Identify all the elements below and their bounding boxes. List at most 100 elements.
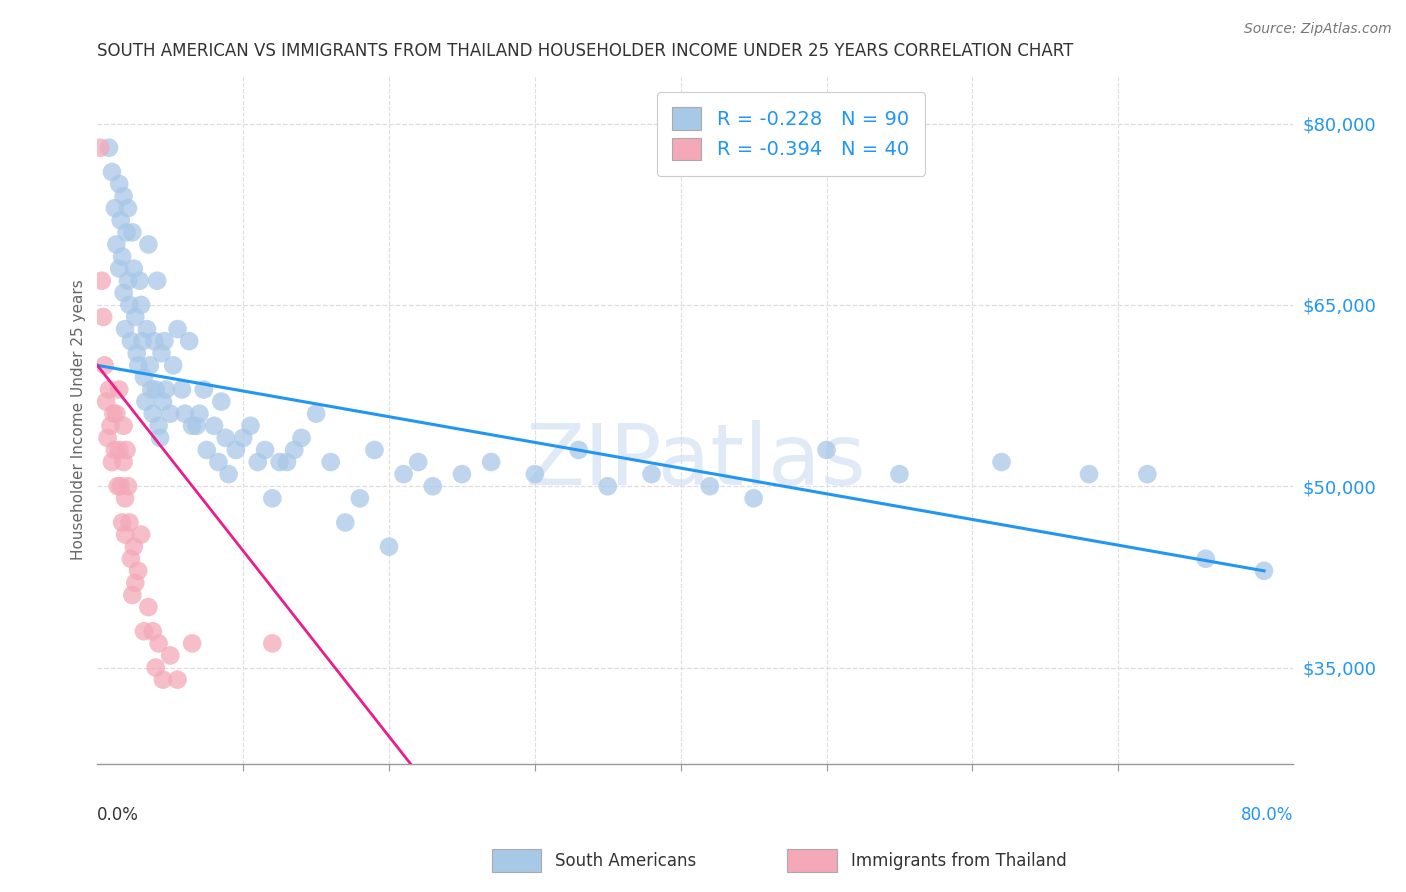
Point [392, 467, 415, 482]
Point [117, 201, 139, 215]
Point [815, 442, 838, 457]
Point [129, 298, 152, 312]
Point [202, 418, 225, 433]
Point [120, 334, 142, 348]
Point [283, 442, 305, 457]
Point [188, 407, 211, 421]
Point [93, 359, 115, 373]
Point [335, 516, 357, 530]
Point [148, 636, 170, 650]
Point [112, 418, 135, 433]
Point [111, 250, 134, 264]
Text: ZIPatlas: ZIPatlas [524, 419, 866, 502]
Point [215, 431, 238, 445]
Text: Source: ZipAtlas.com: Source: ZipAtlas.com [1244, 22, 1392, 37]
Point [181, 418, 204, 433]
Point [225, 442, 247, 457]
Point [108, 177, 131, 191]
Text: South Americans: South Americans [555, 852, 696, 870]
Point [276, 455, 298, 469]
Point [162, 359, 184, 373]
Point [232, 431, 254, 445]
Point [101, 455, 124, 469]
Point [112, 455, 135, 469]
Point [91, 310, 114, 324]
Point [111, 516, 134, 530]
Point [523, 467, 546, 482]
Point [207, 455, 229, 469]
Point [94, 394, 117, 409]
Point [218, 467, 240, 482]
Point [136, 322, 159, 336]
Point [115, 225, 138, 239]
Point [132, 624, 155, 639]
Point [134, 394, 156, 409]
Point [108, 383, 131, 397]
Point [128, 274, 150, 288]
Point [104, 442, 127, 457]
Point [146, 274, 169, 288]
Point [138, 600, 160, 615]
Point [166, 673, 188, 687]
Point [127, 564, 149, 578]
Point [209, 394, 232, 409]
Point [124, 310, 146, 324]
Point [349, 491, 371, 506]
Point [100, 418, 122, 433]
Point [105, 407, 128, 421]
Point [246, 455, 269, 469]
Point [152, 394, 174, 409]
Point [742, 491, 765, 506]
Point [186, 418, 208, 433]
Point [262, 491, 284, 506]
Point [132, 370, 155, 384]
Point [142, 407, 165, 421]
Point [117, 479, 139, 493]
Point [145, 660, 167, 674]
Point [305, 407, 328, 421]
Point [131, 334, 153, 348]
Point [699, 479, 721, 493]
Point [153, 334, 176, 348]
Point [124, 576, 146, 591]
Point [121, 225, 143, 239]
Point [173, 407, 195, 421]
Point [103, 407, 125, 421]
Point [451, 467, 474, 482]
Point [889, 467, 911, 482]
Point [155, 383, 177, 397]
Point [122, 540, 145, 554]
Point [112, 285, 135, 300]
Point [139, 359, 162, 373]
Point [122, 261, 145, 276]
Point [568, 442, 591, 457]
Point [104, 201, 127, 215]
Text: Immigrants from Thailand: Immigrants from Thailand [851, 852, 1066, 870]
Text: SOUTH AMERICAN VS IMMIGRANTS FROM THAILAND HOUSEHOLDER INCOME UNDER 25 YEARS COR: SOUTH AMERICAN VS IMMIGRANTS FROM THAILA… [97, 42, 1074, 60]
Point [141, 383, 163, 397]
Point [150, 346, 173, 360]
Y-axis label: Householder Income Under 25 years: Householder Income Under 25 years [72, 279, 86, 560]
Point [145, 383, 167, 397]
Point [290, 431, 312, 445]
Point [159, 407, 181, 421]
Point [406, 455, 429, 469]
Point [112, 189, 135, 203]
Point [269, 455, 291, 469]
Point [1253, 564, 1275, 578]
Point [152, 673, 174, 687]
Point [105, 237, 128, 252]
Point [115, 442, 138, 457]
Point [640, 467, 662, 482]
Text: 0.0%: 0.0% [97, 805, 139, 823]
Point [101, 165, 124, 179]
Point [97, 431, 120, 445]
Point [181, 636, 204, 650]
Point [479, 455, 502, 469]
Point [262, 636, 284, 650]
Point [596, 479, 619, 493]
Point [89, 141, 111, 155]
Point [121, 588, 143, 602]
Point [149, 431, 172, 445]
Point [117, 274, 139, 288]
